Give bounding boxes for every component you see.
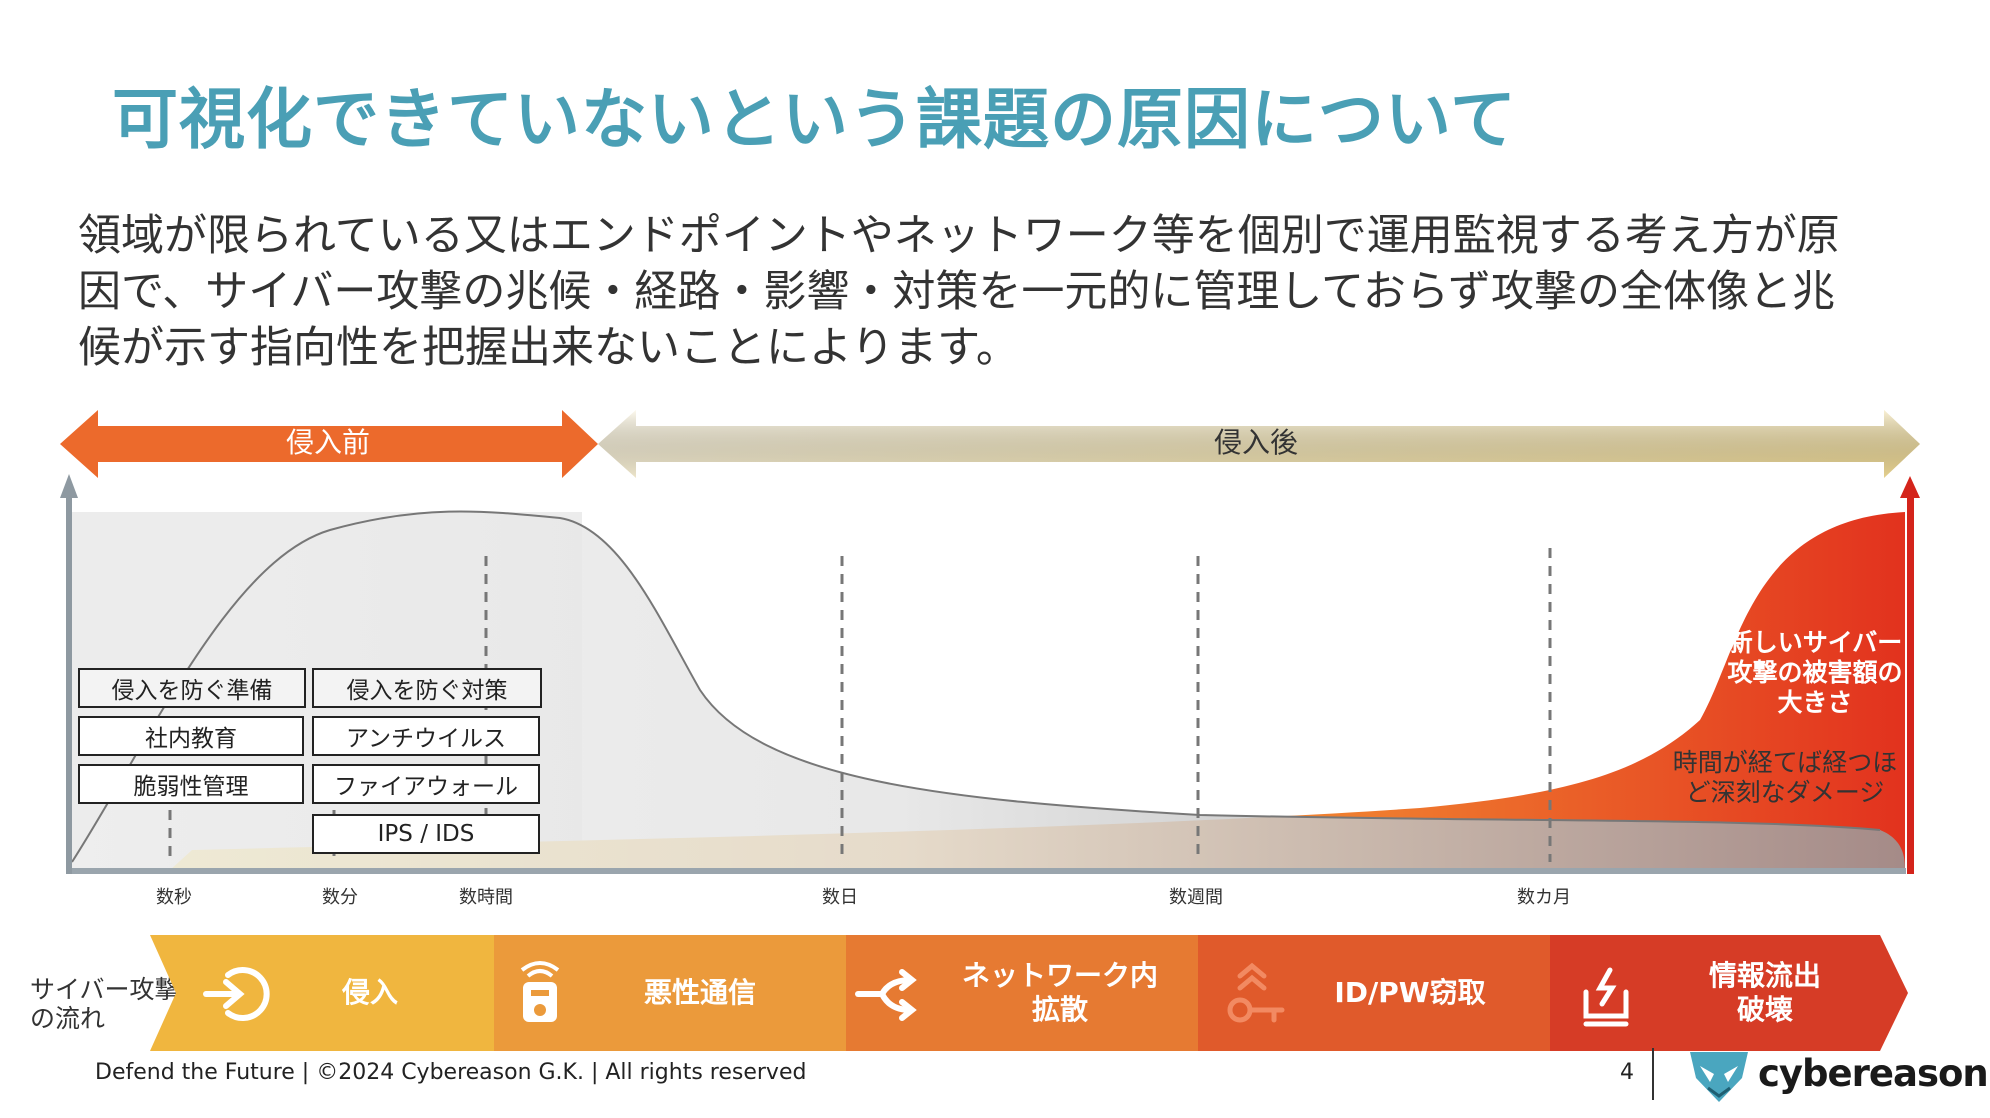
prep-header-box: 侵入を防ぐ準備 — [78, 668, 306, 708]
upload-alert-icon — [1583, 967, 1629, 1027]
time-annotation: 時間が経てば経つほ ど深刻なダメージ — [1660, 748, 1910, 808]
footer-copyright: Defend the Future | ©2024 Cybereason G.K… — [95, 1060, 807, 1085]
enter-icon — [203, 967, 270, 1021]
lead-line: 候が示す指向性を把握出来ないことによります。 — [78, 323, 1019, 373]
spread-arrows-icon — [855, 969, 917, 1021]
radio-device-icon — [520, 961, 560, 1022]
annotation-line: 大きさ — [1777, 688, 1853, 717]
flow-stage-5 — [1550, 935, 1908, 1051]
measure-item-box: アンチウイルス — [312, 716, 540, 756]
stage-text: ID/PW窃取 — [1334, 976, 1486, 1009]
key-icon — [1227, 962, 1285, 1023]
lead-line: 領域が限られている又はエンドポイントやネットワーク等を個別で運用監視する考え方が… — [78, 211, 1840, 261]
damage-axis-arrow-icon — [1900, 476, 1920, 498]
flow-label-line: の流れ — [30, 1004, 106, 1033]
annotation-line: ど深刻なダメージ — [1685, 778, 1885, 807]
cybereason-logo-icon — [1690, 1052, 1748, 1102]
flow-label: サイバー攻撃 の流れ — [30, 975, 180, 1033]
stage-text: 破壊 — [1736, 993, 1793, 1026]
footer-divider — [1652, 1048, 1654, 1100]
phase-after-label: 侵入後 — [1214, 426, 1298, 459]
flow-label-line: サイバー攻撃 — [30, 975, 180, 1004]
stage-text: 拡散 — [1031, 993, 1088, 1026]
flow-stage-label: ネットワーク内 拡散 — [940, 935, 1180, 1051]
prep-item-box: 社内教育 — [78, 716, 304, 756]
page-number: 4 — [1620, 1060, 1634, 1085]
measure-header-box: 侵入を防ぐ対策 — [312, 668, 542, 708]
phase-before-label: 侵入前 — [286, 426, 370, 459]
flow-stage-label: ID/PW窃取 — [1300, 935, 1520, 1051]
tick-label: 数週間 — [1169, 887, 1223, 908]
stage-text: 情報流出 — [1708, 959, 1821, 992]
stage-text: 侵入 — [341, 976, 398, 1009]
flow-stage-label: 侵入 — [300, 935, 440, 1051]
flow-stage-1 — [150, 935, 496, 1051]
brand-name: cybereason — [1758, 1052, 1989, 1095]
tick-label: 数分 — [322, 887, 358, 908]
flow-stage-label: 悪性通信 — [600, 935, 800, 1051]
bell-curve-line — [71, 510, 1881, 863]
flow-stage-3 — [846, 935, 1200, 1051]
damage-axis — [1907, 496, 1914, 874]
flow-stage-4 — [1198, 935, 1552, 1051]
lead-line: 因で、サイバー攻撃の兆候・経路・影響・対策を一元的に管理しておらず攻撃の全体像と… — [78, 267, 1835, 317]
annotation-line: 攻撃の被害額の — [1727, 658, 1903, 687]
damage-annotation: 新しいサイバー 攻撃の被害額の 大きさ — [1720, 628, 1910, 718]
before-intrusion-arrow — [60, 410, 598, 478]
measure-item-box: ファイアウォール — [312, 764, 540, 804]
lead-text: 領域が限られている又はエンドポイントやネットワーク等を個別で運用監視する考え方が… — [78, 208, 1938, 376]
prep-item-box: 脆弱性管理 — [78, 764, 304, 804]
annotation-line: 時間が経てば経つほ — [1672, 748, 1898, 777]
stage-text: 悪性通信 — [643, 976, 756, 1009]
page-title: 可視化できていないという課題の原因について — [112, 81, 1518, 158]
y-axis — [66, 496, 72, 874]
tick-label: 数日 — [822, 887, 858, 908]
annotation-line: 新しいサイバー — [1727, 628, 1903, 657]
stage-text: ネットワーク内 — [961, 959, 1158, 992]
tick-label: 数カ月 — [1517, 887, 1571, 908]
x-axis — [66, 868, 1906, 874]
flow-stage-label: 情報流出 破壊 — [1680, 935, 1850, 1051]
measure-item-box: IPS / IDS — [312, 814, 540, 854]
tick-label: 数秒 — [156, 887, 192, 908]
tick-label: 数時間 — [459, 887, 513, 908]
y-axis-arrow-icon — [60, 474, 78, 498]
